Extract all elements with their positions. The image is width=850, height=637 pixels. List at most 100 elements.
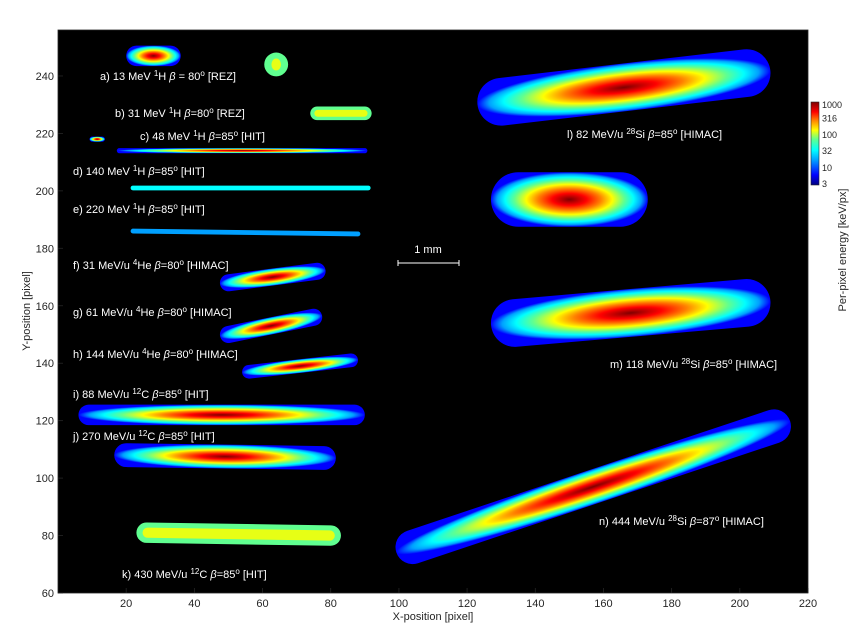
label-part: o	[183, 305, 188, 314]
y-tick-label: 240	[36, 71, 54, 83]
label-part: e) 220 MeV	[73, 204, 133, 216]
label-part: [HIMAC]	[719, 516, 764, 528]
y-tick-label: 100	[36, 473, 54, 485]
track-body	[395, 409, 791, 565]
colorbar-tick-label: 1000	[822, 100, 842, 110]
track-core	[142, 527, 335, 541]
track-12	[136, 522, 341, 546]
label-part: o	[189, 347, 194, 356]
y-tick-label: 80	[42, 531, 54, 543]
series-label-4: e) 220 MeV 1H β=85o [HIT]	[73, 202, 205, 216]
x-tick-label: 120	[458, 598, 476, 610]
label-part: o	[179, 258, 184, 267]
label-part: [HIMAC]	[733, 359, 778, 371]
colorbar-label: Per-pixel energy [keV/px]	[837, 189, 849, 312]
track-body	[78, 404, 365, 426]
label-part: d) 140 MeV	[73, 166, 133, 178]
label-part: [REZ]	[214, 108, 245, 120]
track-body	[130, 228, 361, 237]
track-body	[130, 185, 371, 191]
series-label-9: j) 270 MeV/u 12C β=85o [HIT]	[72, 429, 215, 443]
label-part: 1	[169, 106, 174, 115]
label-part: = 80	[176, 71, 201, 83]
label-part: β	[147, 204, 155, 216]
label-part: 1	[133, 202, 138, 211]
label-part: H	[158, 71, 169, 83]
label-part: o	[234, 129, 239, 138]
label-part: [HIT]	[238, 131, 265, 143]
y-axis-ticks: 60 80 100 120 140 160 180 200 220 240	[36, 71, 63, 600]
label-part: β	[208, 131, 216, 143]
series-label-10: k) 430 MeV/u 12C β=85o [HIT]	[122, 567, 267, 581]
label-part: o	[673, 127, 678, 136]
label-part: o	[715, 514, 720, 523]
track-body	[219, 308, 323, 344]
colorbar-bar	[810, 101, 820, 186]
label-part: =85	[155, 166, 174, 178]
label-part: =85	[654, 129, 673, 141]
label-part: g) 61 MeV/u	[73, 307, 136, 319]
label-part: [HIT]	[178, 204, 205, 216]
label-part: β	[168, 71, 176, 83]
label-part: o	[173, 202, 178, 211]
track-core	[314, 109, 368, 117]
label-part: h) 144 MeV/u	[73, 349, 142, 361]
x-tick-label: 20	[120, 598, 132, 610]
label-part: β	[647, 129, 655, 141]
label-part: l) 82 MeV/u	[567, 129, 626, 141]
track-body	[89, 136, 105, 142]
colorbar-tick-label: 100	[822, 130, 837, 140]
series-label-2: c) 48 MeV 1H β=85o [HIT]	[140, 129, 265, 143]
track-4	[116, 148, 368, 154]
label-part: [HIMAC]	[187, 307, 232, 319]
label-part: [HIT]	[178, 166, 205, 178]
label-part: C	[147, 431, 158, 443]
label-part: =80	[170, 349, 189, 361]
track-body	[126, 45, 181, 67]
y-tick-label: 200	[36, 186, 54, 198]
label-part: He	[147, 349, 164, 361]
label-part: C	[199, 569, 210, 581]
track-13	[477, 49, 771, 126]
label-part: β	[209, 569, 217, 581]
series-label-1: b) 31 MeV 1H β=80o [REZ]	[115, 106, 245, 120]
series-label-0: a) 13 MeV 1H β = 80o [REZ]	[100, 69, 236, 83]
track-6	[130, 228, 361, 237]
x-tick-label: 40	[188, 598, 200, 610]
x-tick-label: 200	[731, 598, 749, 610]
series-label-5: f) 31 MeV/u 4He β=80o [HIMAC]	[73, 258, 229, 272]
label-part: H	[173, 108, 184, 120]
label-part: =85	[215, 131, 234, 143]
series-label-3: d) 140 MeV 1H β=85o [HIT]	[73, 164, 205, 178]
track-1	[264, 52, 289, 77]
y-tick-label: 180	[36, 243, 54, 255]
label-part: i) 88 MeV/u	[73, 389, 132, 401]
x-axis-ticks: 20 40 60 80 100 120 140 160 180 200 220	[120, 588, 817, 610]
label-part: [HIT]	[182, 389, 209, 401]
label-part: a) 13 MeV	[100, 71, 154, 83]
label-part: H	[198, 131, 209, 143]
x-tick-label: 180	[662, 598, 680, 610]
label-part: m) 118 MeV/u	[610, 359, 681, 371]
label-part: =85	[159, 389, 178, 401]
label-part: o	[200, 69, 205, 78]
tracks-layer	[78, 45, 791, 565]
series-label-13: n) 444 MeV/u 28Si β=87o [HIMAC]	[599, 514, 764, 528]
track-0	[126, 45, 181, 67]
label-part: β	[154, 260, 162, 272]
track-core	[271, 58, 281, 71]
series-label-11: l) 82 MeV/u 28Si β=85o [HIMAC]	[567, 127, 722, 141]
label-part: =87	[696, 516, 715, 528]
label-part: b) 31 MeV	[115, 108, 169, 120]
track-7	[219, 262, 326, 292]
label-part: β	[151, 389, 159, 401]
y-tick-label: 120	[36, 416, 54, 428]
x-tick-label: 220	[799, 598, 817, 610]
scale-bar: 1 mm	[397, 244, 460, 266]
x-axis-label: X-position [pixel]	[393, 611, 474, 623]
track-body	[242, 353, 358, 379]
label-part: [HIMAC]	[184, 260, 229, 272]
label-part: Si	[690, 359, 703, 371]
y-tick-label: 160	[36, 301, 54, 313]
label-part: 28	[626, 127, 635, 136]
